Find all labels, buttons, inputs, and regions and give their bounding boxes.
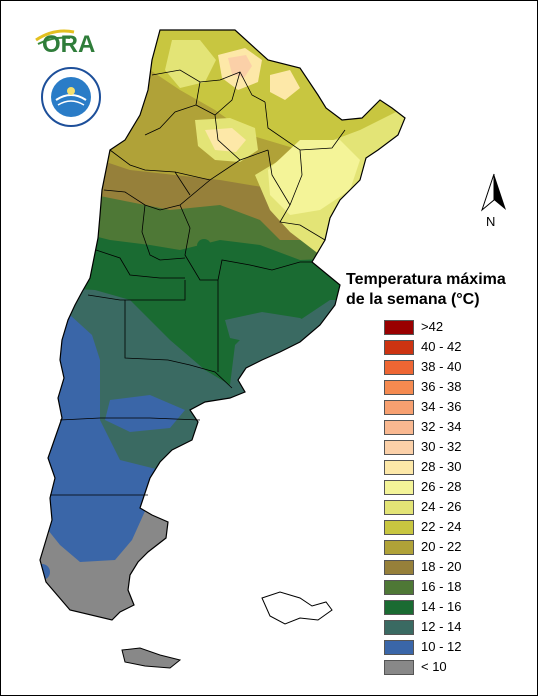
legend-title: Temperatura máxima de la semana (°C) [346, 270, 506, 310]
ora-logo-text: ORA [42, 31, 95, 56]
legend-label: 32 - 34 [421, 419, 462, 434]
legend-label: < 10 [421, 659, 447, 674]
legend-label: 26 - 28 [421, 479, 462, 494]
legend-label: 10 - 12 [421, 639, 462, 654]
legend-swatch [384, 580, 414, 595]
legend-label: 38 - 40 [421, 359, 462, 374]
legend-item: < 10 [384, 658, 524, 678]
legend-label: 22 - 24 [421, 519, 462, 534]
legend-swatch [384, 340, 414, 355]
legend-item: 24 - 26 [384, 498, 524, 518]
legend-swatch [384, 540, 414, 555]
legend-label: 18 - 20 [421, 559, 462, 574]
legend-item: 12 - 14 [384, 618, 524, 638]
legend-swatch [384, 400, 414, 415]
legend-swatch [384, 360, 414, 375]
legend-item: 34 - 36 [384, 398, 524, 418]
province-boundaries [50, 69, 346, 496]
legend-label: >42 [421, 319, 444, 334]
legend-item: 36 - 38 [384, 378, 524, 398]
legend-label: 24 - 26 [421, 499, 462, 514]
legend-swatch [384, 660, 414, 675]
legend-item: 10 - 12 [384, 638, 524, 658]
legend-label: 12 - 14 [421, 619, 462, 634]
legend-label: 36 - 38 [421, 379, 462, 394]
legend-label: 30 - 32 [421, 439, 462, 454]
legend-item: >42 [384, 318, 524, 338]
legend-item: 20 - 22 [384, 538, 524, 558]
ora-logo-icon: ORA [35, 29, 95, 58]
legend-item: 38 - 40 [384, 358, 524, 378]
legend-item: 18 - 20 [384, 558, 524, 578]
legend-title-line2: de la semana (°C) [346, 291, 480, 308]
legend-swatch [384, 440, 414, 455]
north-arrow-icon [480, 173, 506, 212]
legend-label: 34 - 36 [421, 399, 462, 414]
legend-item: 16 - 18 [384, 578, 524, 598]
legend-swatch [384, 560, 414, 575]
legend: >42 40 - 42 38 - 40 36 - 38 34 - 36 32 - 34 30… [384, 318, 524, 678]
north-arrow [478, 172, 510, 219]
legend-swatch [384, 320, 414, 335]
legend-swatch [384, 380, 414, 395]
legend-title-line1: Temperatura máxima [346, 271, 506, 288]
legend-swatch [384, 460, 414, 475]
legend-label: 20 - 22 [421, 539, 462, 554]
legend-swatch [384, 620, 414, 635]
legend-swatch [384, 600, 414, 615]
ora-logo: ORA [34, 26, 106, 61]
islands [121, 591, 333, 669]
legend-label: 28 - 30 [421, 459, 462, 474]
legend-item: 40 - 42 [384, 338, 524, 358]
legend-item: 26 - 28 [384, 478, 524, 498]
legend-swatch [384, 500, 414, 515]
legend-item: 22 - 24 [384, 518, 524, 538]
legend-label: 14 - 16 [421, 599, 462, 614]
legend-item: 30 - 32 [384, 438, 524, 458]
legend-label: 16 - 18 [421, 579, 462, 594]
argentina-outline [39, 29, 406, 621]
smn-seal-icon [41, 67, 101, 127]
legend-swatch [384, 640, 414, 655]
legend-swatch [384, 520, 414, 535]
legend-swatch [384, 480, 414, 495]
north-label: N [486, 214, 496, 229]
legend-item: 14 - 16 [384, 598, 524, 618]
legend-swatch [384, 420, 414, 435]
legend-item: 32 - 34 [384, 418, 524, 438]
legend-label: 40 - 42 [421, 339, 462, 354]
legend-item: 28 - 30 [384, 458, 524, 478]
smn-seal [40, 66, 102, 133]
